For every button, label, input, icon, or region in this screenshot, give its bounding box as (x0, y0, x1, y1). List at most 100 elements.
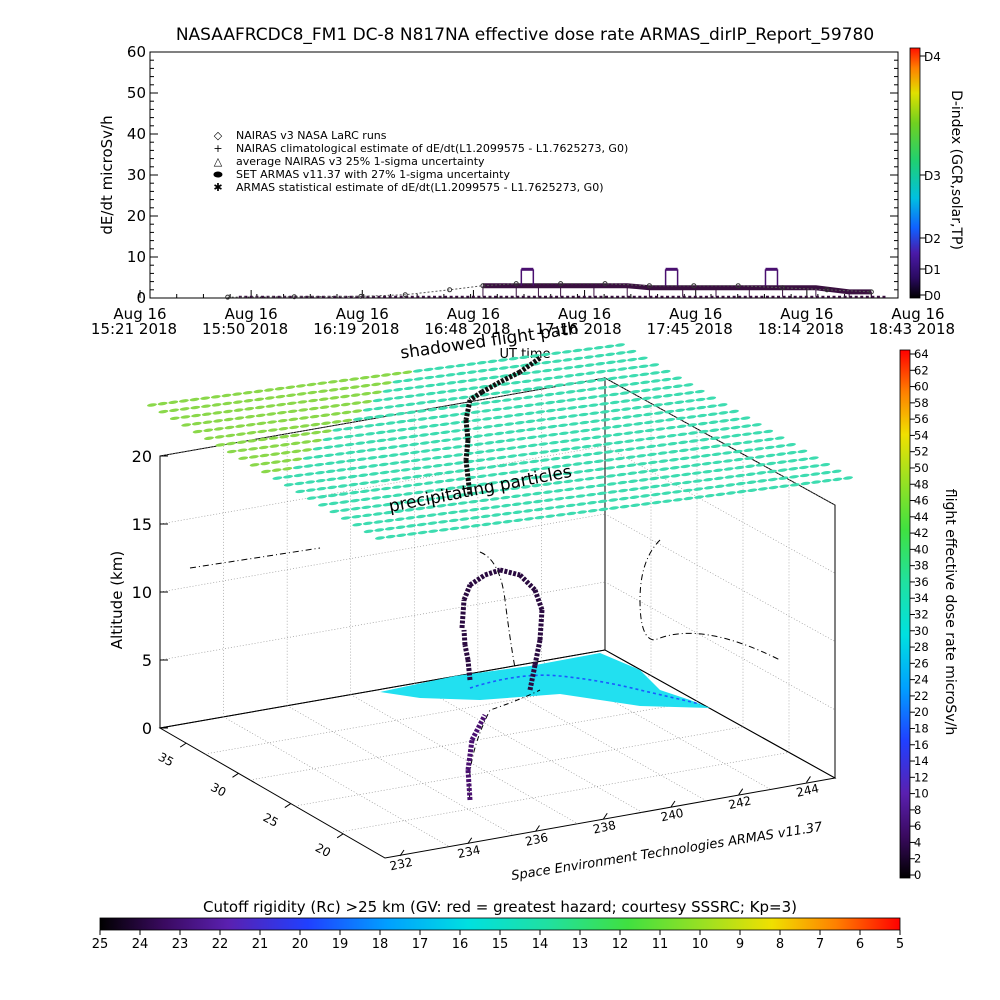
plane-dose-mark (373, 406, 384, 411)
nairas-series-line (227, 283, 872, 298)
plane-dose-mark (555, 391, 565, 395)
plane-dose-mark (509, 364, 520, 369)
plane-dose-mark (512, 510, 523, 514)
plane-dose-mark (487, 359, 498, 364)
top-x-tick-time: 16:48 2018 (424, 320, 510, 338)
plane-dose-mark (558, 431, 569, 436)
dose-tick-label: 22 (914, 689, 929, 703)
plane-dose-mark (511, 494, 521, 498)
plane-dose-mark (686, 415, 697, 419)
plane-dose-mark (704, 485, 714, 490)
plane-dose-mark (599, 402, 610, 406)
plane-dose-mark (418, 425, 429, 429)
plane-dose-mark (565, 503, 576, 508)
altitude-tick-label: 10 (132, 583, 152, 602)
plane-dose-mark (594, 467, 605, 472)
dose-tick-label: 46 (914, 494, 929, 508)
plane-dose-mark (709, 428, 720, 432)
plane-dose-mark (534, 402, 545, 406)
plane-dose-mark (653, 403, 663, 407)
plane-dose-mark (427, 407, 438, 412)
top-y-tick-label: 30 (127, 166, 146, 184)
plane-dose-mark (776, 460, 787, 464)
plane-dose-mark (661, 491, 672, 495)
plane-dose-mark (613, 440, 624, 445)
plane-dose-mark (438, 528, 449, 532)
plane-dose-mark (428, 423, 439, 428)
plane-dose-mark (283, 475, 293, 479)
plane-dose-mark (363, 529, 374, 534)
top-y-tick-label: 60 (127, 43, 146, 61)
rigidity-tick-label: 23 (172, 937, 189, 952)
plane-dose-mark (603, 450, 614, 454)
plane-dose-mark (626, 349, 637, 354)
plane-dose-mark (440, 430, 451, 435)
plane-dose-mark (564, 382, 575, 386)
top-y-tick-label: 50 (127, 84, 146, 102)
plane-dose-mark (232, 400, 243, 404)
plane-dose-mark (799, 473, 810, 478)
plane-dose-mark (430, 439, 441, 444)
plane-dose-mark (561, 350, 572, 354)
latitude-tick-mark (179, 742, 187, 748)
plane-dose-mark (346, 458, 357, 463)
plane-dose-mark (369, 480, 380, 484)
plane-dose-mark (740, 416, 751, 420)
top-x-tick-time: 15:50 2018 (202, 320, 288, 338)
plane-dose-mark (292, 465, 303, 470)
plane-dose-mark (768, 485, 779, 490)
plane-dose-mark (660, 369, 671, 374)
nairas-point (646, 283, 652, 289)
plane-dose-mark (662, 499, 673, 503)
plane-dose-mark (351, 514, 362, 519)
plane-dose-mark (295, 384, 306, 388)
plane-dose-mark (327, 485, 338, 490)
plane-dose-mark (356, 457, 367, 461)
plane-dose-mark (498, 366, 509, 370)
plane-dose-mark (744, 456, 755, 460)
plane-dose-mark (741, 424, 752, 428)
plane-dose-mark (766, 461, 777, 466)
plane-dose-mark (426, 513, 437, 517)
plane-dose-mark (532, 378, 543, 382)
plane-dose-mark (291, 449, 302, 454)
plane-dose-mark (315, 478, 326, 483)
plane-dose-mark (330, 404, 341, 408)
longitude-tick-mark (670, 800, 676, 808)
plane-dose-mark (422, 473, 433, 477)
plane-dose-mark (274, 386, 285, 391)
latitude-ticks: 35 30 25 20 (156, 742, 344, 860)
plane-dose-mark (678, 448, 689, 453)
plane-dose-mark (544, 392, 555, 397)
plane-dose-mark (676, 424, 687, 429)
plane-dose-mark (306, 496, 317, 500)
plane-dose-mark (720, 435, 731, 439)
top-x-tick-day: Aug 16 (113, 305, 166, 323)
plane-dose-mark (556, 407, 567, 412)
plane-dose-mark (359, 481, 369, 485)
plane-dose-mark (382, 502, 393, 507)
plane-dose-mark (428, 529, 439, 533)
plane-dose-mark (710, 436, 720, 440)
plane-dose-mark (470, 523, 481, 528)
plane-dose-mark (391, 371, 402, 376)
plane-dose-mark (394, 509, 404, 513)
plane-dose-mark (409, 442, 420, 447)
plane-dose-mark (669, 466, 680, 470)
plane-dose-mark (301, 440, 312, 444)
plane-dose-mark (447, 389, 458, 393)
plane-dose-mark (571, 454, 582, 458)
plane-dose-mark (681, 472, 692, 477)
plane-dose-mark (533, 394, 544, 398)
plane-dose-mark (381, 381, 392, 385)
plane-dose-mark (612, 432, 623, 437)
plane-dose-mark (312, 446, 323, 451)
plane-dose-mark (713, 468, 724, 473)
plane-dose-mark (563, 479, 574, 484)
plane-dose-mark (363, 416, 374, 420)
plane-dose-mark (300, 432, 311, 436)
plane-dose-mark (376, 438, 387, 443)
plane-dose-mark (563, 366, 574, 370)
plane-dose-mark (446, 381, 457, 385)
plane-dose-mark (661, 377, 672, 382)
